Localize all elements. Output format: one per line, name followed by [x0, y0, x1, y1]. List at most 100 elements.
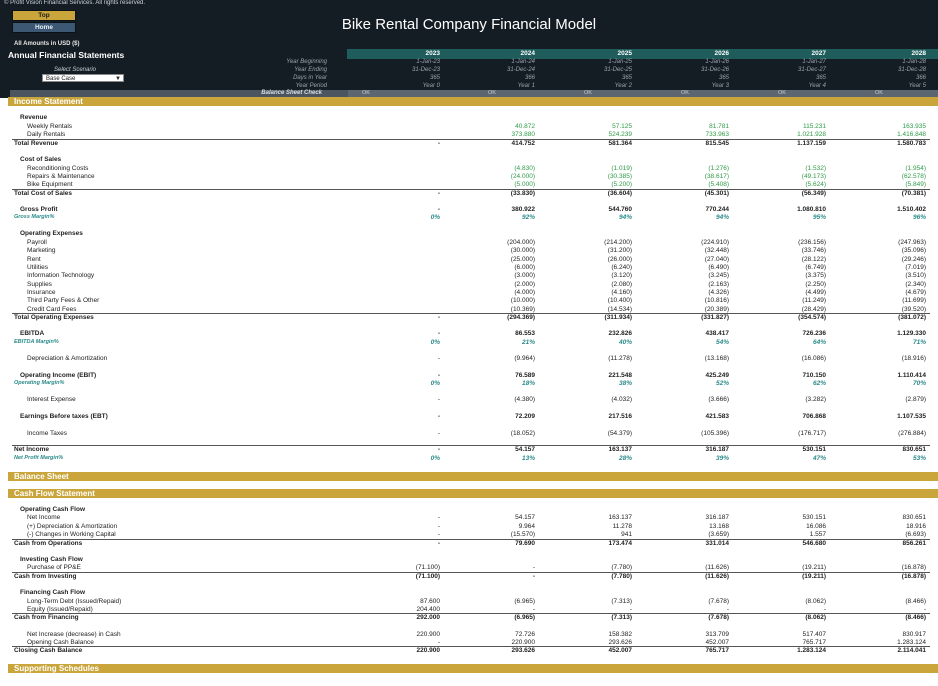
meta-value: 31-Dec-28	[897, 67, 926, 73]
row-value: (19.211)	[802, 564, 826, 571]
row-value: 70%	[912, 380, 926, 387]
row-value: (4.499)	[805, 289, 826, 296]
row-value: (6.000)	[514, 264, 535, 271]
row-value: (25.000)	[510, 256, 535, 263]
row-value: (3.282)	[805, 396, 826, 403]
row-value: (247.963)	[898, 239, 926, 246]
section-balance-sheet[interactable]: Balance Sheet	[8, 472, 938, 481]
row-value: (16.878)	[901, 564, 926, 571]
home-button[interactable]: Home	[12, 22, 76, 33]
meta-value: 365	[429, 75, 440, 81]
meta-value: 1-Jan-25	[608, 59, 632, 65]
row-value: (3.510)	[905, 272, 926, 279]
row-value: 79.690	[515, 540, 535, 547]
row-label: Reconditioning Costs	[27, 165, 89, 172]
row-value: (28.429)	[801, 306, 826, 313]
meta-label: Year Ending	[294, 67, 327, 73]
row-value: (11.278)	[608, 355, 632, 362]
row-value: 425.249	[705, 372, 730, 379]
meta-value: 1-Jan-28	[902, 59, 926, 65]
row-divider	[12, 313, 930, 314]
row-value: (13.168)	[704, 355, 729, 362]
meta-label: Days in Year	[293, 75, 327, 81]
row-value: (311.934)	[604, 314, 632, 321]
row-label: Long-Term Debt (Issued/Repaid)	[27, 598, 122, 605]
row-value: 530.151	[802, 514, 827, 521]
row-value: (62.578)	[901, 173, 926, 180]
row-value: (30.000)	[510, 247, 535, 254]
row-value: (3.245)	[708, 272, 729, 279]
row-value: (10.369)	[510, 306, 535, 313]
row-value: (2.340)	[905, 281, 926, 288]
row-value: 72.726	[515, 631, 535, 638]
row-value: (16.086)	[801, 355, 826, 362]
row-value: 438.417	[705, 330, 730, 337]
row-value: 293.626	[511, 647, 536, 654]
row-label: Depreciation & Amortization	[27, 355, 108, 362]
row-value: -	[437, 396, 440, 403]
statements-title: Annual Financial Statements	[8, 50, 125, 60]
row-label: Revenue	[20, 114, 48, 121]
row-value: (7.313)	[611, 614, 632, 621]
row-value: (39.520)	[901, 306, 926, 313]
scenario-value: Base Case	[46, 76, 76, 82]
row-value: 64%	[812, 339, 826, 346]
year-header: 2023	[425, 50, 440, 57]
row-value: (6.965)	[514, 614, 535, 621]
row-value: 163.137	[608, 514, 633, 521]
year-header: 2025	[617, 50, 632, 57]
row-value: 292.000	[416, 614, 441, 621]
top-button[interactable]: Top	[12, 10, 76, 21]
row-value: (15.570)	[510, 531, 535, 538]
year-header: 2027	[811, 50, 826, 57]
row-value: (3.375)	[805, 272, 826, 279]
year-header: 2028	[911, 50, 926, 57]
row-value: (4.326)	[708, 289, 729, 296]
row-value: -	[726, 606, 729, 613]
copyright-text: © Profit Vision Financial Services. All …	[4, 0, 146, 6]
chevron-down-icon: ▼	[115, 76, 121, 82]
row-label: Daily Rentals	[27, 131, 66, 138]
row-value: 232.826	[608, 330, 633, 337]
row-label: Bike Equipment	[27, 181, 73, 188]
row-value: 830.651	[902, 514, 927, 521]
row-value: (381.072)	[898, 314, 926, 321]
row-value: (27.040)	[704, 256, 729, 263]
row-value: 72.209	[515, 413, 535, 420]
meta-value: 1-Jan-26	[705, 59, 729, 65]
page-title: Bike Rental Company Financial Model	[341, 16, 597, 33]
row-value: 221.548	[608, 372, 633, 379]
meta-value: 1-Jan-23	[416, 59, 440, 65]
row-value: -	[532, 606, 535, 613]
row-value: 941	[621, 531, 632, 538]
meta-value: 365	[815, 75, 826, 81]
section-cash-flow[interactable]: Cash Flow Statement	[8, 489, 938, 498]
row-label: Total Cost of Sales	[14, 190, 73, 197]
row-label: Operating Income (EBIT)	[20, 372, 97, 379]
row-value: 81.781	[709, 123, 729, 130]
section-income-statement[interactable]: Income Statement	[8, 97, 938, 106]
row-value: 815.545	[705, 140, 730, 147]
row-value: -	[823, 606, 826, 613]
row-value: 18.916	[906, 523, 926, 530]
row-value: (6.749)	[805, 264, 826, 271]
row-value: (18.916)	[901, 355, 926, 362]
row-value: 220.900	[416, 631, 441, 638]
row-value: 54.157	[515, 446, 535, 453]
row-label: Investing Cash Flow	[20, 556, 83, 563]
row-value: -	[437, 314, 440, 321]
row-value: (1.276)	[708, 165, 729, 172]
row-value: 1.137.159	[797, 140, 826, 147]
section-supporting-schedules[interactable]: Supporting Schedules	[8, 664, 938, 673]
top-bar	[0, 0, 938, 48]
scenario-select[interactable]: Base Case ▼	[42, 74, 124, 82]
meta-value: 31-Dec-25	[603, 67, 632, 73]
row-value: 220.900	[511, 639, 536, 646]
row-label: Rent	[27, 256, 41, 263]
meta-value: Year 5	[908, 83, 926, 89]
meta-value: Year 0	[422, 83, 440, 89]
row-value: 204.400	[416, 606, 441, 613]
row-label: (-) Changes in Working Capital	[27, 531, 116, 538]
row-value: -	[532, 564, 535, 571]
check-ok: OK	[681, 90, 689, 96]
